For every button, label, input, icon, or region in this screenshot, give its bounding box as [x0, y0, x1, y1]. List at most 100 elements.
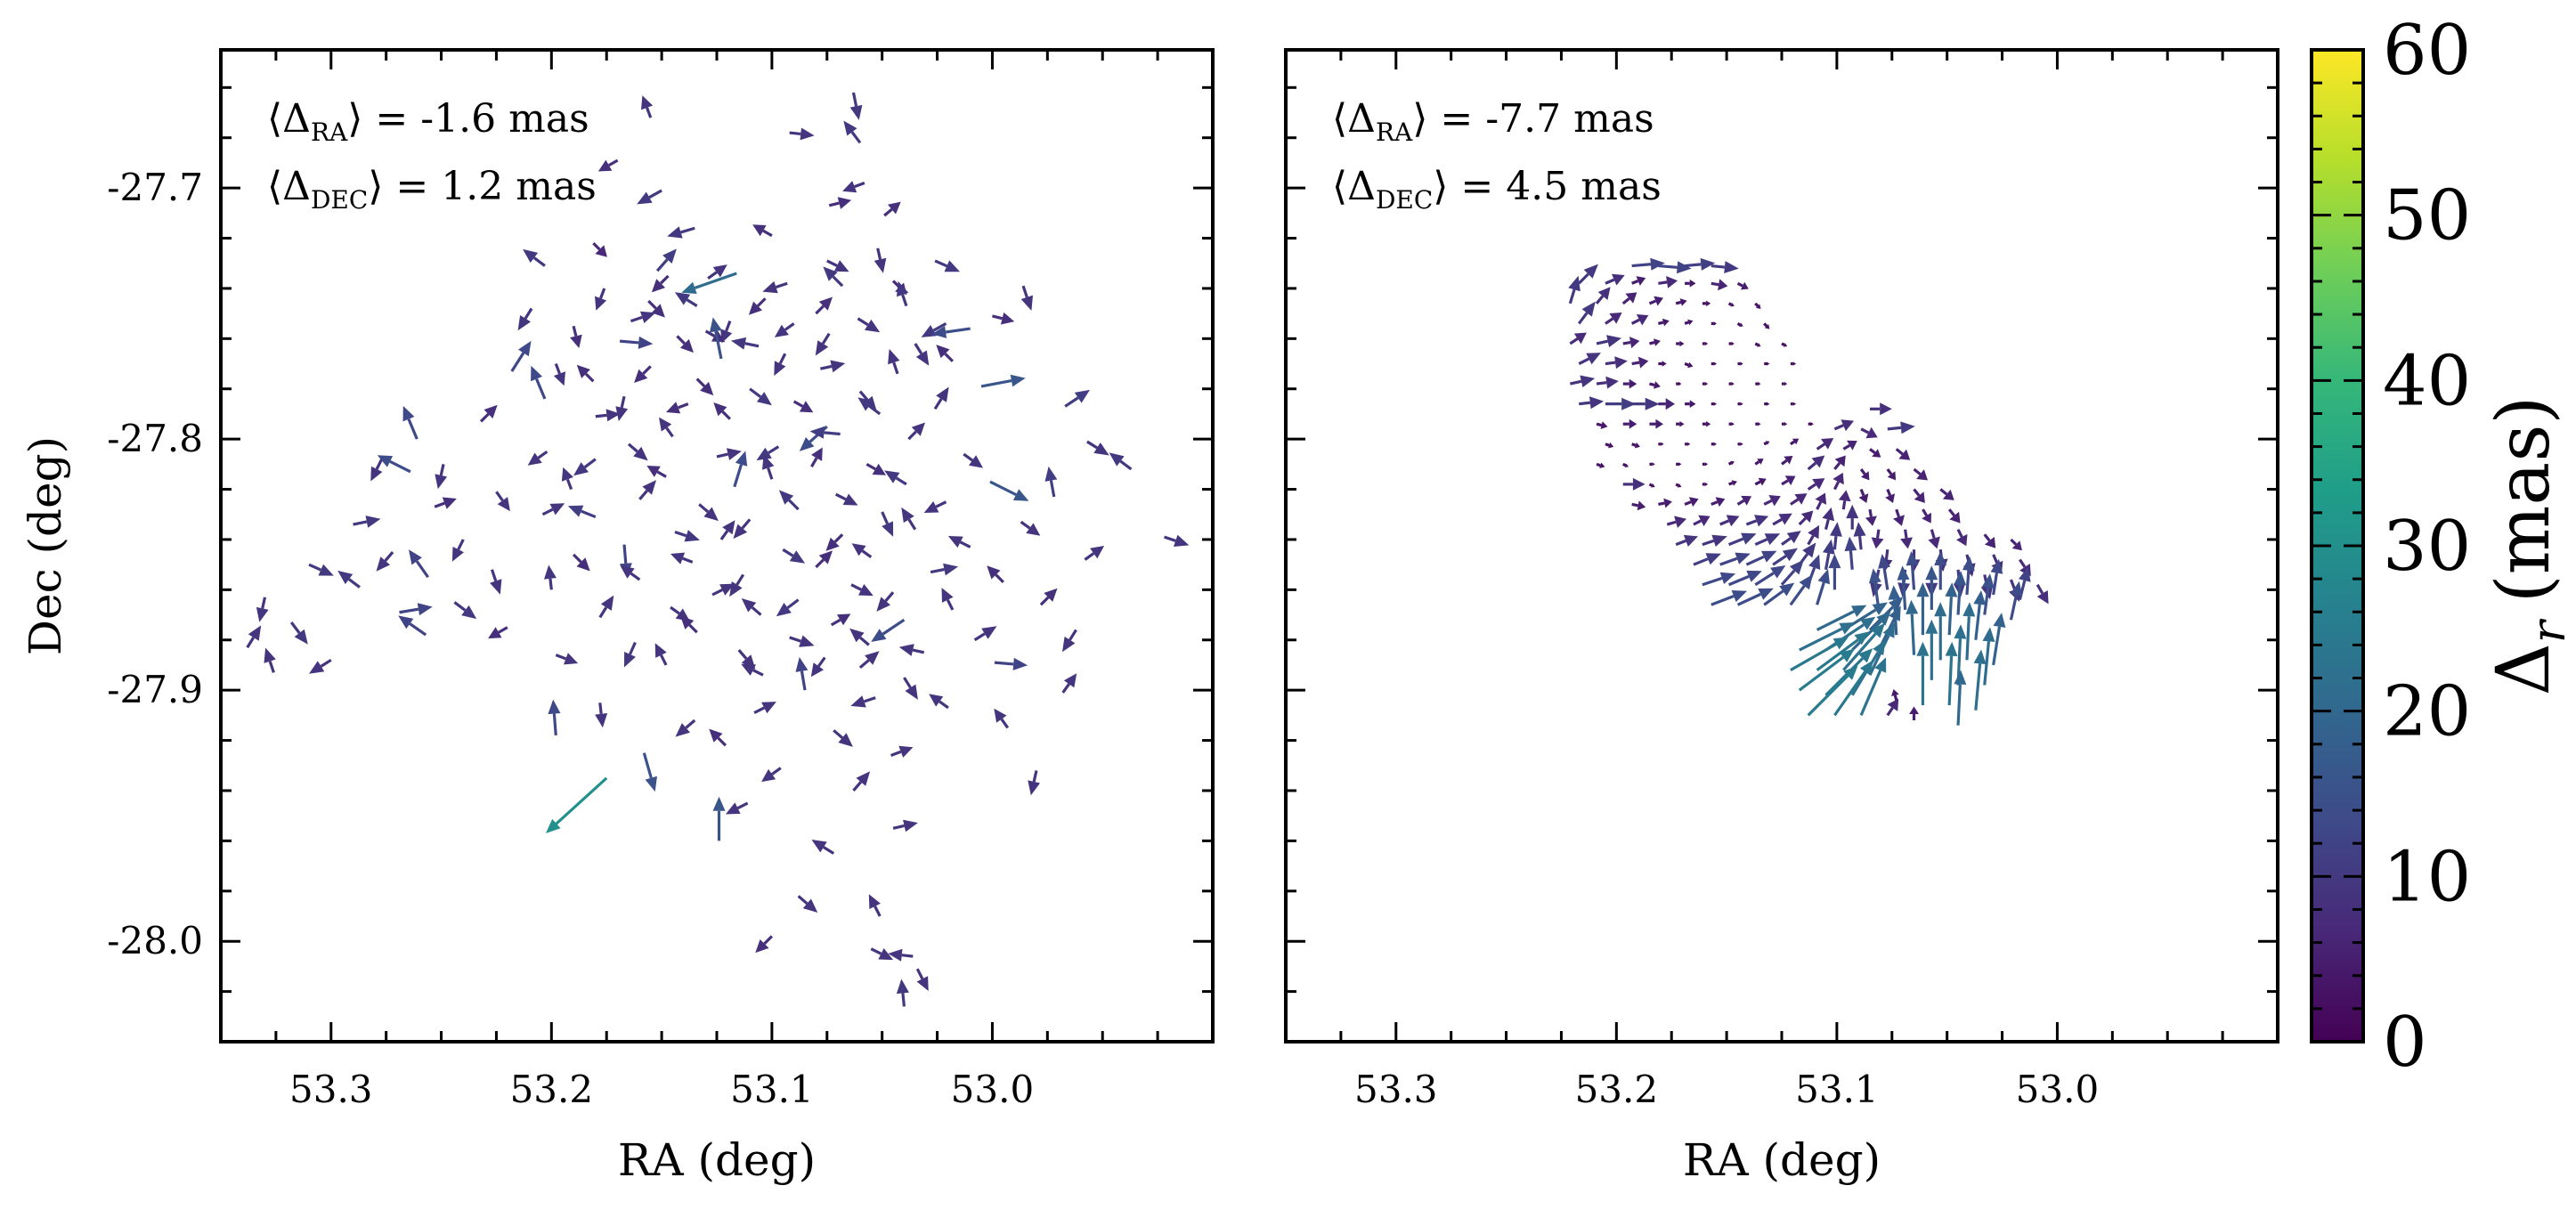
right-arrow-shaft: [2009, 595, 2018, 621]
right-arrow-head: [1711, 534, 1727, 547]
left-quiver-arrow: [752, 224, 773, 238]
left-quiver-arrow: [987, 565, 1004, 584]
right-arrow-shaft: [1596, 462, 1601, 467]
right-quiver-arrow: [1832, 472, 1844, 491]
right-quiver-arrow: [1596, 421, 1608, 429]
right-quiver-arrow: [1702, 572, 1736, 587]
left-arrow-shaft: [535, 378, 547, 400]
left-arrow-head: [800, 127, 815, 141]
right-arrow-shaft: [1895, 448, 1904, 456]
left-arrow-shaft: [565, 478, 573, 491]
right-arrow-shaft: [1841, 500, 1847, 510]
left-quiver-arrow: [914, 343, 930, 366]
right-quiver-arrow: [1755, 422, 1761, 426]
left-arrow-head: [670, 552, 686, 564]
left-quiver-arrow: [725, 801, 749, 815]
right-quiver-arrow: [1711, 321, 1717, 326]
left-arrow-shaft: [711, 588, 723, 597]
left-y-tick-labels: -27.7 -27.8 -27.9 -28.0: [107, 166, 203, 962]
left-arrow-shaft: [980, 378, 1012, 388]
right-quiver-arrow: [1649, 462, 1655, 467]
left-annotation-ra-text: ⟨ΔRA⟩ = -1.6 mas: [267, 96, 589, 147]
left-arrow-shaft: [630, 572, 641, 581]
right-x-tick-labels: 53.3 53.2 53.1 53.0: [1354, 1068, 2099, 1111]
left-arrow-shaft: [749, 387, 762, 399]
left-arrow-shaft: [882, 618, 906, 636]
left-arrow-shaft: [767, 467, 774, 480]
right-quiver-arrow: [1860, 426, 1878, 439]
right-quiver-arrow: [1822, 507, 1835, 531]
right-quiver-arrow: [1658, 498, 1672, 508]
right-quiver-arrow: [1728, 341, 1735, 346]
left-arrow-head: [987, 565, 1001, 580]
right-arrow-head: [1770, 565, 1786, 579]
right-quiver-arrow: [1631, 257, 1665, 271]
left-quiver-arrow: [655, 248, 677, 272]
right-arrow-head: [1768, 495, 1781, 507]
left-quiver-arrow: [858, 651, 880, 669]
right-arrow-head: [1982, 627, 1995, 642]
right-arrow-head: [1687, 361, 1694, 369]
left-arrow-head: [802, 898, 818, 913]
left-arrow-head: [774, 361, 786, 377]
right-arrow-head: [1678, 462, 1682, 467]
right-arrow-head: [1740, 442, 1743, 446]
left-quiver-arrow: [980, 374, 1026, 388]
right-arrow-head: [1854, 631, 1870, 646]
right-arrow-shaft: [1901, 580, 1907, 611]
right-arrow-head: [1823, 539, 1835, 555]
left-quiver-arrow: [898, 644, 925, 656]
left-quiver-arrow: [741, 598, 762, 616]
right-arrow-head: [1654, 296, 1663, 306]
right-quiver-arrow: [1916, 582, 1930, 636]
left-arrow-shaft: [881, 511, 890, 524]
right-quiver-arrow: [1622, 418, 1637, 429]
right-quiver-arrow: [1900, 529, 1913, 549]
right-quiver-arrow: [1909, 706, 1919, 721]
right-arrow-head: [1909, 706, 1919, 714]
left-arrow-head: [905, 684, 918, 700]
right-arrow-head: [1612, 273, 1625, 286]
left-quiver-arrow: [711, 583, 735, 597]
right-arrow-head: [1925, 619, 1938, 634]
left-arrow-head: [810, 662, 824, 678]
left-arrow-shaft: [648, 189, 662, 199]
right-quiver-arrow: [1807, 455, 1825, 471]
left-arrow-shaft: [698, 503, 710, 514]
left-arrow-head: [1044, 588, 1058, 602]
right-quiver-arrow: [1568, 275, 1581, 305]
right-quiver-arrow: [1954, 571, 1967, 615]
left-arrow-head: [755, 939, 769, 954]
left-quiver-arrow: [674, 530, 700, 542]
colorbar: 0 10 20 30 40 50 60 Δr (mas): [2310, 11, 2576, 1083]
left-arrow-shaft: [876, 248, 882, 260]
left-quiver-arrow: [857, 317, 881, 333]
left-quiver-arrow: [704, 329, 726, 343]
right-quiver-arrow: [1702, 341, 1709, 346]
right-arrow-head: [1984, 536, 1996, 548]
left-arrow-shaft: [989, 480, 1017, 497]
left-quiver-arrow: [811, 840, 835, 855]
left-arrow-shaft: [826, 259, 838, 267]
left-arrow-head: [442, 497, 457, 509]
right-arrow-shaft: [1799, 627, 1843, 652]
right-quiver-arrow: [1962, 556, 1975, 596]
right-arrow-shaft: [1763, 499, 1773, 506]
left-quiver-arrow: [541, 503, 565, 516]
left-arrow-shaft: [778, 353, 787, 365]
left-quiver-arrow: [479, 404, 498, 423]
right-arrow-shaft: [1832, 481, 1841, 491]
right-arrow-head: [1784, 475, 1796, 486]
left-quiver-arrow: [377, 455, 411, 474]
right-arrow-head: [1973, 649, 1987, 665]
left-arrow-shaft: [870, 947, 882, 955]
right-arrow-head: [2011, 540, 2022, 551]
left-arrow-shaft: [674, 530, 687, 538]
right-quiver-arrow: [1727, 302, 1735, 307]
left-arrow-head: [872, 463, 886, 475]
right-arrow-shaft: [1577, 312, 1589, 325]
left-arrow-shaft: [642, 752, 653, 779]
left-arrow-head: [711, 330, 726, 343]
right-quiver-arrow: [1868, 622, 1895, 676]
right-arrow-head: [1740, 281, 1749, 290]
